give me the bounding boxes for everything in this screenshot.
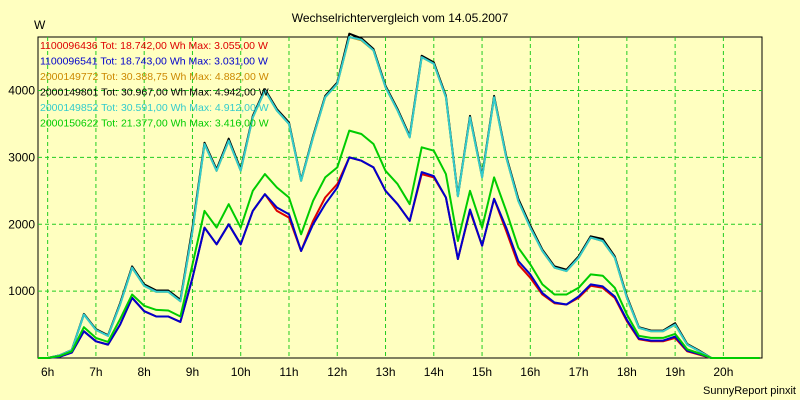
chart-title: Wechselrichtervergleich vom 14.05.2007 [292,11,509,25]
legend-entry-2000149801: 2000149801 Tot: 30.967,00 Wh Max: 4.942,… [40,87,269,99]
y-tick-label: 4000 [8,84,35,98]
x-tick-label: 9h [186,365,199,379]
x-tick-label: 7h [89,365,102,379]
legend-entry-2000150622: 2000150622 Tot: 21.377,00 Wh Max: 3.416,… [40,118,269,130]
x-tick-label: 13h [376,365,396,379]
legend-entry-1100096436: 1100096436 Tot: 18.742,00 Wh Max: 3.055,… [40,40,268,52]
legend-entry-2000149852: 2000149852 Tot: 30.591,00 Wh Max: 4.912,… [40,102,269,114]
y-axis-label: W [34,18,46,32]
x-tick-label: 11h [279,365,298,379]
x-tick-label: 6h [41,365,54,379]
series-line-1100096541 [38,156,760,359]
x-tick-label: 16h [520,365,540,379]
x-tick-label: 10h [231,365,251,379]
series-line-2000149852 [38,36,760,359]
x-tick-label: 8h [138,365,151,379]
legend-entry-1100096541: 1100096541 Tot: 18.743,00 Wh Max: 3.031,… [40,56,268,68]
x-tick-label: 18h [617,365,637,379]
x-tick-label: 12h [327,365,347,379]
x-tick-label: 20h [713,365,733,379]
series-line-2000149772 [38,36,760,359]
x-tick-label: 14h [424,365,444,379]
grid-lines [38,37,762,358]
legend: 1100096436 Tot: 18.742,00 Wh Max: 3.055,… [40,40,269,130]
series-lines [38,32,760,359]
axis-ticks: 6h 7h 8h 9h 10h 11h 12h 13h 14h 15h 16h 17h 18h 19h 20… [8,84,733,380]
y-tick-label: 2000 [8,217,35,231]
x-tick-label: 17h [569,365,589,379]
plot-area [37,36,763,359]
series-line-2000150622 [38,129,760,359]
x-tick-label: 19h [665,365,685,379]
x-tick-label: 15h [472,365,492,379]
legend-entry-2000149772: 2000149772 Tot: 30.388,75 Wh Max: 4.882,… [40,71,269,83]
y-tick-label: 3000 [8,150,35,164]
y-tick-label: 1000 [8,284,35,298]
footer-credit: SunnyReport pinxit [703,385,796,397]
